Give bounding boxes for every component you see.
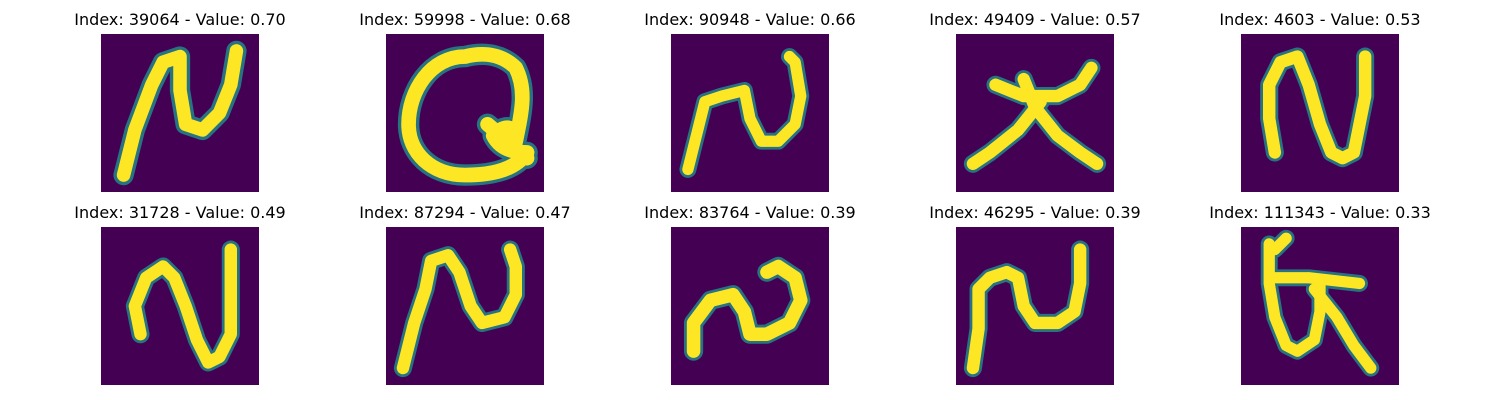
image-panel-6: Index: 31728 - Value: 0.49 (60, 193, 300, 385)
panel-title: Index: 31728 - Value: 0.49 (74, 203, 286, 222)
panel-title: Index: 111343 - Value: 0.33 (1209, 203, 1431, 222)
panel-title: Index: 4603 - Value: 0.53 (1219, 10, 1421, 29)
image-panel-4: Index: 49409 - Value: 0.57 (915, 0, 1155, 192)
image-panel-7: Index: 87294 - Value: 0.47 (345, 193, 585, 385)
image-panel-3: Index: 90948 - Value: 0.66 (630, 0, 870, 192)
image-panel-8: Index: 83764 - Value: 0.39 (630, 193, 870, 385)
panel-title: Index: 87294 - Value: 0.47 (359, 203, 571, 222)
character-stroke-icon (101, 227, 259, 385)
image-panel-5: Index: 4603 - Value: 0.53 (1200, 0, 1440, 192)
character-stroke-icon (671, 227, 829, 385)
panel-title: Index: 90948 - Value: 0.66 (644, 10, 856, 29)
character-stroke-icon (956, 227, 1114, 385)
character-stroke-icon (1241, 227, 1399, 385)
panel-title: Index: 46295 - Value: 0.39 (929, 203, 1141, 222)
panel-title: Index: 39064 - Value: 0.70 (74, 10, 286, 29)
character-stroke-icon (1241, 34, 1399, 192)
character-stroke-icon (956, 34, 1114, 192)
panel-title: Index: 83764 - Value: 0.39 (644, 203, 856, 222)
image-panel-9: Index: 46295 - Value: 0.39 (915, 193, 1155, 385)
character-stroke-icon (671, 34, 829, 192)
panel-title: Index: 59998 - Value: 0.68 (359, 10, 571, 29)
character-stroke-icon (101, 34, 259, 192)
character-stroke-icon (386, 227, 544, 385)
image-panel-2: Index: 59998 - Value: 0.68 (345, 0, 585, 192)
character-stroke-icon (386, 34, 544, 192)
image-panel-10: Index: 111343 - Value: 0.33 (1200, 193, 1440, 385)
panel-title: Index: 49409 - Value: 0.57 (929, 10, 1141, 29)
image-panel-1: Index: 39064 - Value: 0.70 (60, 0, 300, 192)
